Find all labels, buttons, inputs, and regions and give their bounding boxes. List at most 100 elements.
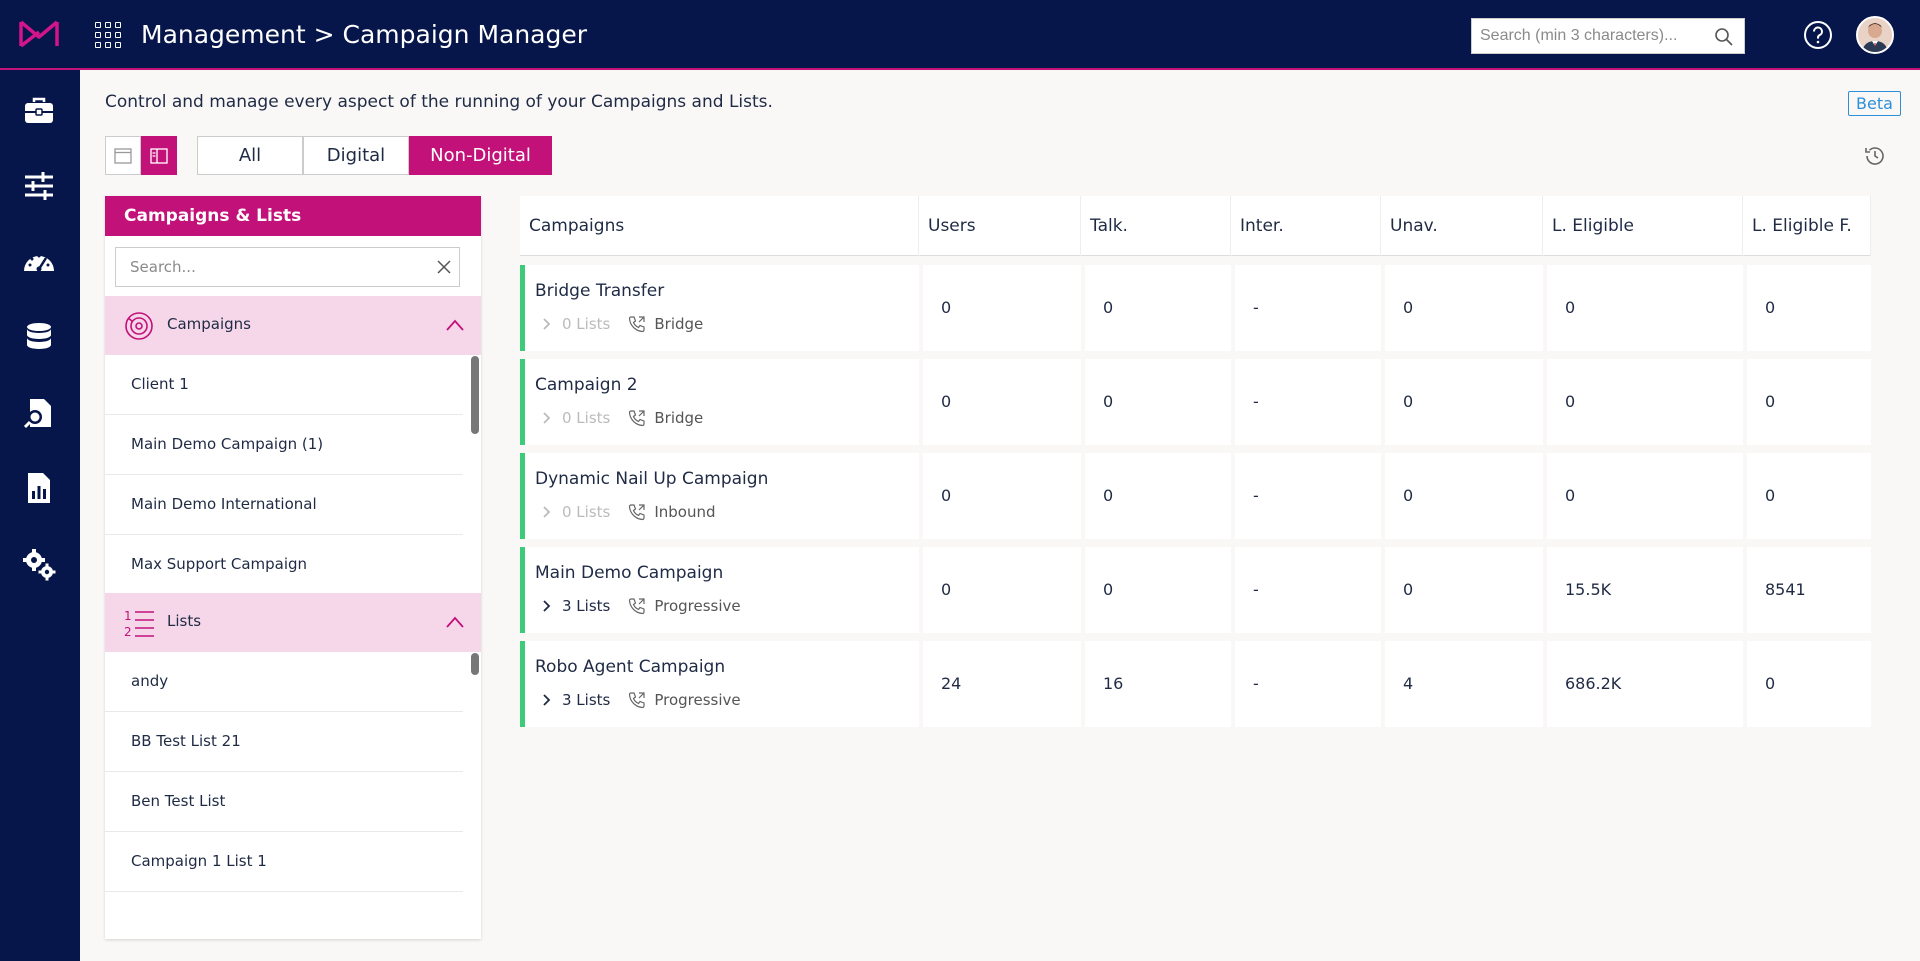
split-view-button[interactable] (141, 136, 177, 175)
cell-users: 0 (919, 359, 1081, 445)
tab-all[interactable]: All (197, 136, 303, 175)
table-row[interactable]: Bridge Transfer 0 Lists Bridge 0 0 - 0 0… (520, 265, 1871, 351)
campaign-name: Bridge Transfer (535, 281, 665, 301)
column-header-talk[interactable]: Talk. (1081, 196, 1231, 256)
user-avatar[interactable] (1856, 16, 1894, 54)
search-icon[interactable] (1714, 27, 1734, 47)
cell-inter: - (1231, 453, 1381, 539)
campaign-meta: 3 Lists Progressive (542, 597, 741, 615)
status-bar (520, 453, 525, 539)
apps-grid-icon[interactable] (95, 22, 121, 48)
brand-logo-icon[interactable] (18, 18, 60, 50)
campaign-name: Main Demo Campaign (535, 563, 724, 583)
lists-toggle[interactable]: 0 Lists (542, 315, 610, 333)
lists-section-label: Lists (167, 612, 202, 630)
column-header-users[interactable]: Users (919, 196, 1081, 256)
lists-count: 3 Lists (562, 691, 611, 709)
table-header: Campaigns Users Talk. Inter. Unav. L. El… (520, 196, 1871, 256)
help-icon[interactable] (1803, 20, 1833, 50)
chevron-right-icon (543, 600, 551, 612)
list-list-item[interactable]: Ben Test List (105, 772, 463, 832)
dial-type-label: Bridge (654, 315, 704, 333)
campaign-list-item[interactable]: Main Demo International (105, 475, 463, 535)
column-header-eligible[interactable]: L. Eligible (1543, 196, 1743, 256)
table-row[interactable]: Robo Agent Campaign 3 Lists Progressive … (520, 641, 1871, 727)
cell-eligible: 0 (1543, 359, 1743, 445)
report-chart-icon[interactable] (22, 471, 56, 505)
document-search-icon[interactable] (22, 396, 56, 430)
settings-gears-icon[interactable] (22, 547, 56, 581)
cell-eligible: 15.5K (1543, 547, 1743, 633)
column-header-campaigns[interactable]: Campaigns (520, 196, 919, 256)
sliders-icon[interactable] (22, 169, 56, 203)
lists-toggle[interactable]: 3 Lists (542, 597, 610, 615)
cell-unav: 0 (1381, 547, 1543, 633)
campaign-name: Dynamic Nail Up Campaign (535, 469, 769, 489)
dial-type-label: Bridge (654, 409, 704, 427)
lists-toggle[interactable]: 0 Lists (542, 409, 610, 427)
campaigns-section-header[interactable]: Campaigns (105, 296, 481, 355)
beta-badge: Beta (1848, 91, 1901, 116)
campaign-list-item[interactable]: Max Support Campaign (105, 535, 463, 595)
svg-text:1: 1 (124, 609, 132, 623)
status-bar (520, 547, 525, 633)
campaign-meta: 0 Lists Bridge (542, 409, 703, 427)
cell-users: 0 (919, 265, 1081, 351)
lists-list: andy BB Test List 21 Ben Test List Campa… (105, 652, 481, 892)
campaign-meta: 3 Lists Progressive (542, 691, 741, 709)
cell-inter: - (1231, 641, 1381, 727)
column-header-inter[interactable]: Inter. (1231, 196, 1381, 256)
list-list-item[interactable]: BB Test List 21 (105, 712, 463, 772)
table-row[interactable]: Campaign 2 0 Lists Bridge 0 0 - 0 0 0 (520, 359, 1871, 445)
cell-talk: 0 (1081, 359, 1231, 445)
phone-outgoing-icon (629, 598, 645, 615)
lists-toggle[interactable]: 3 Lists (542, 691, 610, 709)
tab-non-digital[interactable]: Non-Digital (409, 136, 552, 175)
campaign-list-item[interactable]: Client 1 (105, 355, 463, 415)
campaign-list-item[interactable]: Main Demo Campaign (1) (105, 415, 463, 475)
svg-text:2: 2 (124, 625, 132, 639)
column-header-eligible-f[interactable]: L. Eligible F. (1743, 196, 1871, 256)
campaigns-section-label: Campaigns (167, 315, 252, 333)
dashboard-gauge-icon[interactable] (22, 245, 56, 279)
cell-eligible-f: 0 (1743, 453, 1871, 539)
chevron-up-icon[interactable] (445, 318, 465, 332)
lists-toggle[interactable]: 0 Lists (542, 503, 610, 521)
history-icon[interactable] (1863, 144, 1887, 168)
lists-scrollbar[interactable] (471, 653, 479, 675)
cell-eligible-f: 0 (1743, 359, 1871, 445)
cell-talk: 16 (1081, 641, 1231, 727)
cell-eligible: 0 (1543, 453, 1743, 539)
cell-inter: - (1231, 359, 1381, 445)
table-row[interactable]: Main Demo Campaign 3 Lists Progressive 0… (520, 547, 1871, 633)
list-list-item[interactable]: Campaign 1 List 1 (105, 832, 463, 892)
tab-digital[interactable]: Digital (303, 136, 409, 175)
database-icon[interactable] (22, 320, 56, 354)
page-description: Control and manage every aspect of the r… (105, 92, 773, 112)
cell-eligible-f: 8541 (1743, 547, 1871, 633)
split-panel-icon (150, 147, 168, 164)
window-icon (114, 147, 132, 164)
global-search-input[interactable] (1472, 19, 1702, 53)
column-header-unav[interactable]: Unav. (1381, 196, 1543, 256)
list-list-item[interactable]: andy (105, 652, 463, 712)
single-view-button[interactable] (105, 136, 141, 175)
chevron-right-icon (543, 506, 551, 518)
panel-search-input[interactable] (116, 248, 416, 286)
chevron-up-icon[interactable] (445, 615, 465, 629)
clear-icon[interactable] (437, 260, 451, 274)
briefcase-icon[interactable] (22, 94, 56, 128)
campaigns-table: Campaigns Users Talk. Inter. Unav. L. El… (520, 196, 1871, 736)
breadcrumb: Management > Campaign Manager (141, 20, 588, 49)
cell-users: 0 (919, 453, 1081, 539)
view-toggle (105, 136, 177, 175)
table-row[interactable]: Dynamic Nail Up Campaign 0 Lists Inbound… (520, 453, 1871, 539)
cell-unav: 0 (1381, 265, 1543, 351)
lists-section-header[interactable]: 1 2 Lists (105, 593, 481, 652)
campaigns-list: Client 1 Main Demo Campaign (1) Main Dem… (105, 355, 481, 595)
lists-count: 0 Lists (562, 315, 611, 333)
cell-users: 0 (919, 547, 1081, 633)
phone-outgoing-icon (629, 410, 645, 427)
campaigns-scrollbar[interactable] (471, 356, 479, 434)
cell-inter: - (1231, 265, 1381, 351)
